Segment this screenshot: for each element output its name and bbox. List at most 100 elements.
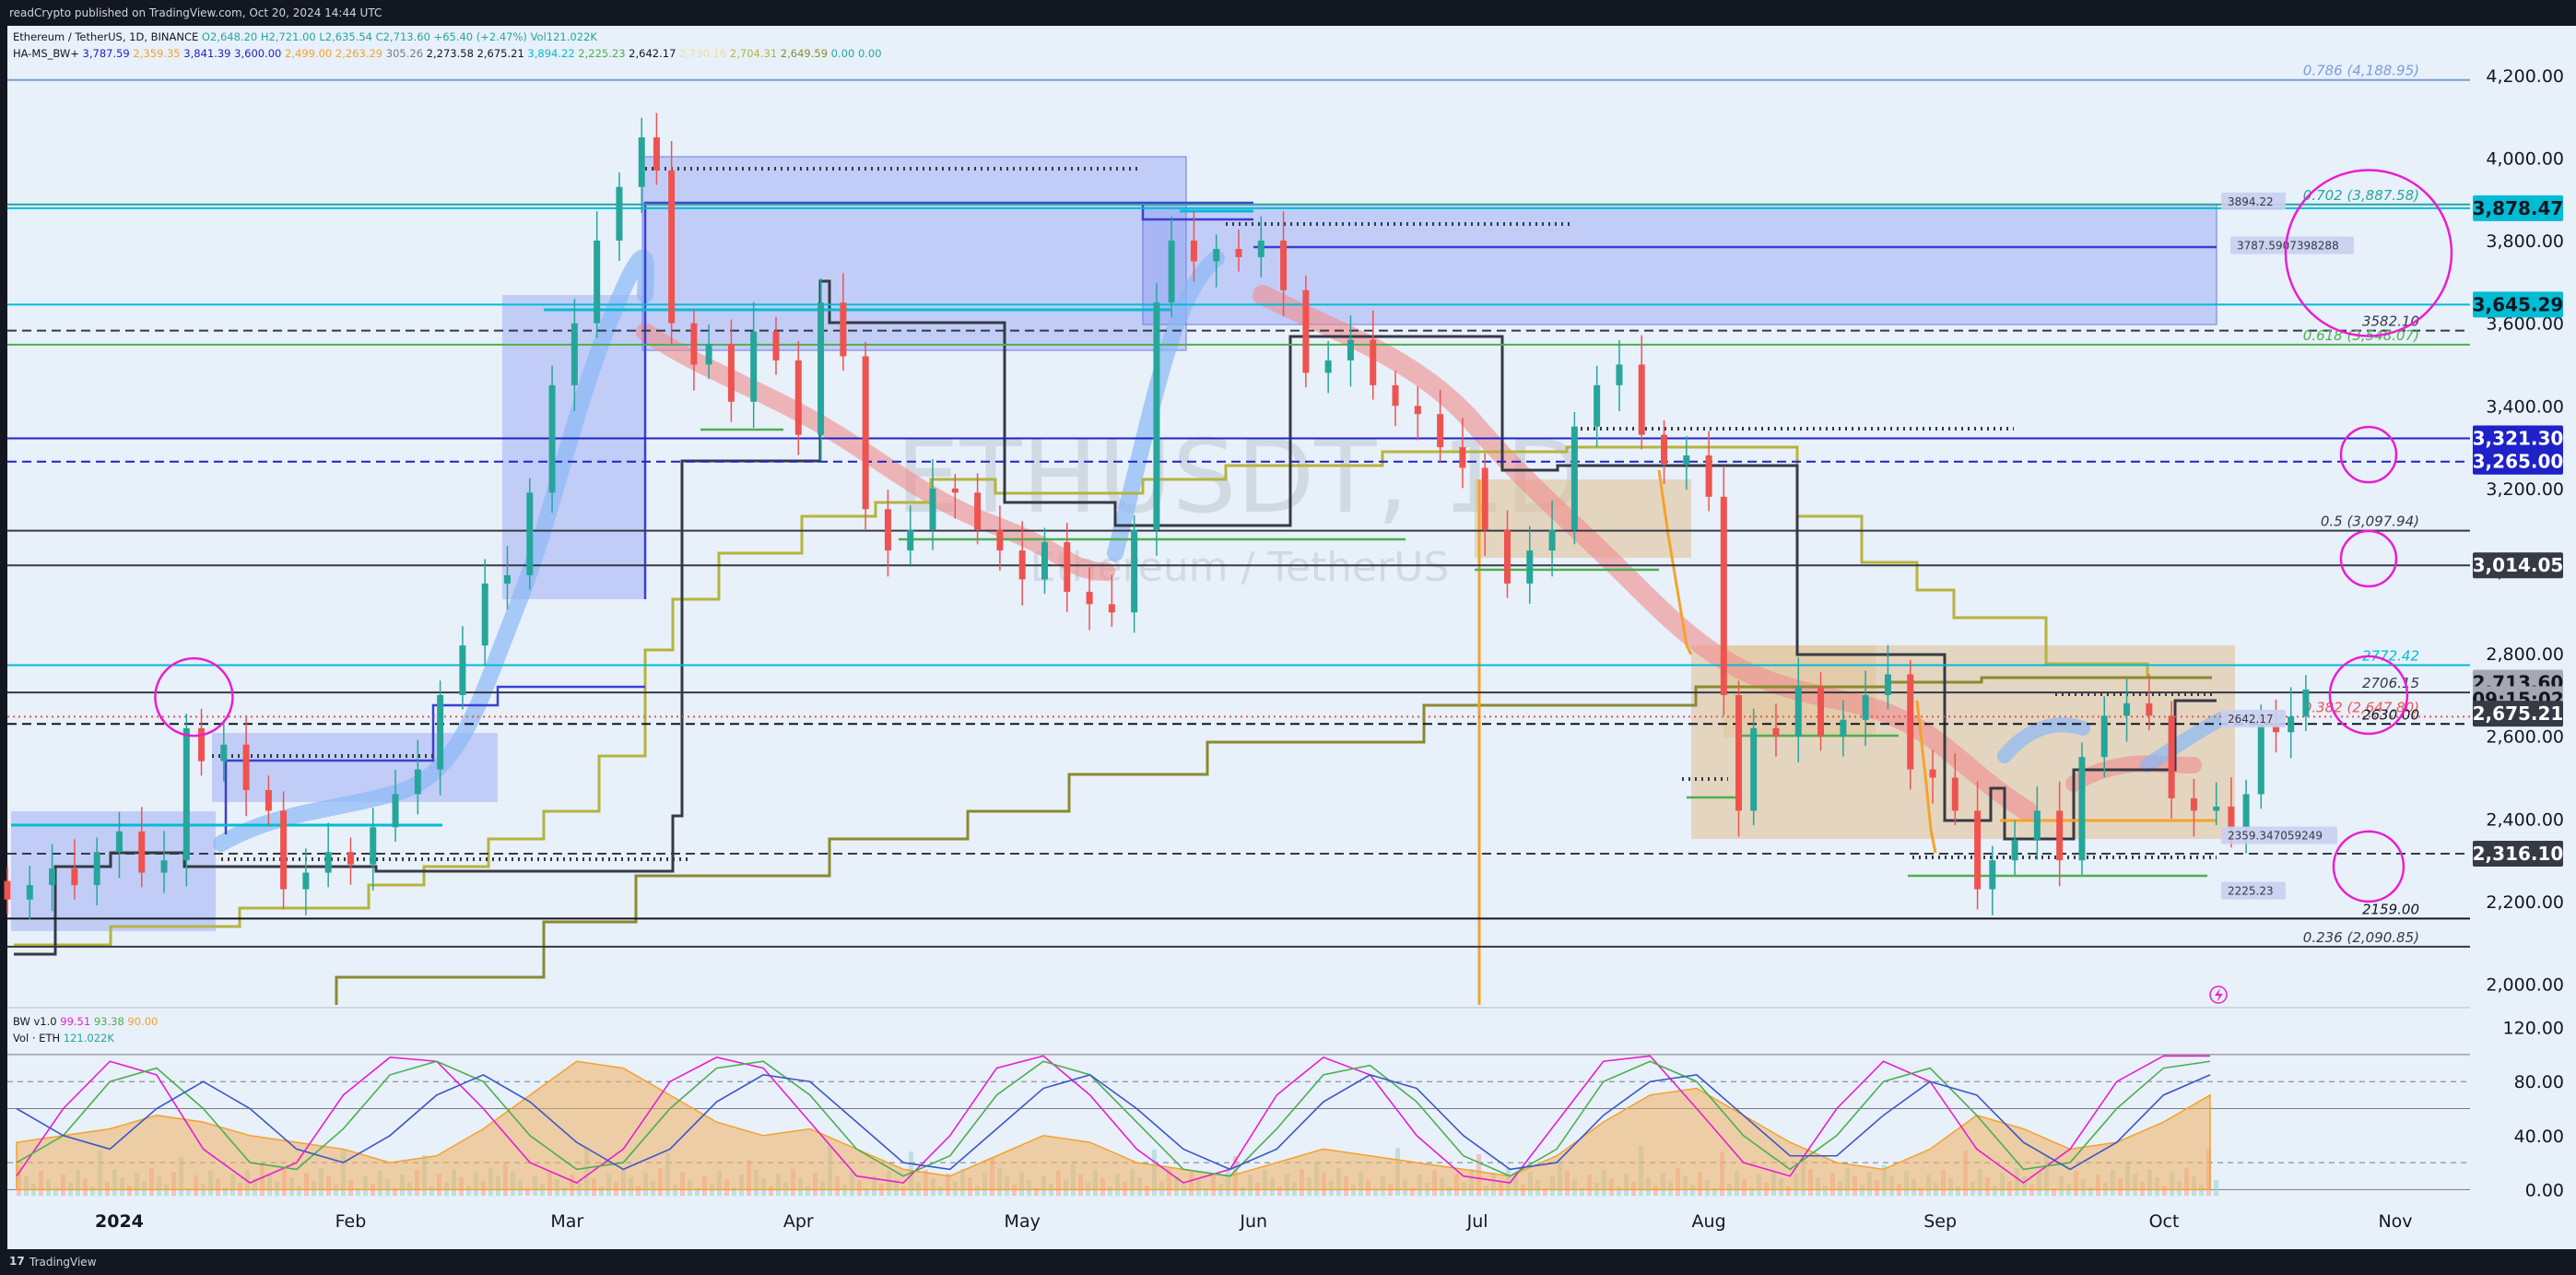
highlight-circle (2339, 529, 2398, 588)
flash-icon[interactable] (2209, 986, 2228, 1004)
candle-body (2288, 716, 2295, 733)
support-zone-dec (11, 811, 216, 931)
level-label: 0.382 (2,647.80) (2303, 699, 2419, 715)
volume-bar (1373, 1188, 1378, 1196)
price-tag-label: 3,321.30 (2473, 428, 2564, 450)
candle-body (1437, 414, 1444, 448)
candle-body (1503, 529, 1511, 584)
candle-body (1720, 496, 1727, 695)
legend-row: BW v1.0 99.51 93.38 90.00 (13, 1015, 158, 1028)
volume-bar (1712, 1188, 1717, 1196)
candle-body (840, 302, 847, 357)
level-label: 2772.42 (2362, 647, 2419, 664)
volume-bar (1993, 1186, 1997, 1196)
legend-value: 99.51 (57, 1015, 91, 1028)
level-label: 0.786 (4,188.95) (2303, 63, 2419, 79)
price-tag (2473, 840, 2563, 867)
time-tick-label: Jun (1239, 1211, 1267, 1232)
candle-body (727, 344, 735, 402)
price-tick-label: 2,400.00 (2486, 809, 2564, 830)
candle-body (2213, 806, 2220, 811)
candle-body (884, 509, 891, 551)
oscillator-line (16, 1055, 2210, 1185)
candle-body (1974, 810, 1982, 890)
black-structure-step (14, 279, 2217, 956)
time-tick-label: Apr (783, 1211, 814, 1232)
highlight-circle (2332, 830, 2405, 903)
legend-value: H2,721.00 (257, 30, 316, 43)
volume-bar (53, 1187, 58, 1196)
price-tick-label: 2,600.00 (2486, 727, 2564, 748)
price-axis[interactable]: 4,200.00 4,000.00 3,800.00 3,600.00 3,400.00… (2486, 66, 2564, 996)
candle-body (198, 727, 206, 761)
chart-canvas[interactable]: ETHUSDT, 1D Ethereum / TetherUS (0, 26, 2576, 1249)
oscillator-tick-label: 40.00 (2514, 1127, 2564, 1147)
volume-bar (1241, 1187, 1245, 1196)
legend-value: Ethereum / TetherUS, 1D, BINANCE (13, 30, 198, 43)
legend-value: 3,600.00 (231, 47, 282, 60)
oscillator-line (16, 1073, 2211, 1171)
volume-bar (865, 1188, 869, 1196)
legend-value: BW v1.0 (13, 1015, 57, 1028)
red-ma-ribbon-sep (2065, 755, 2202, 792)
price-tick-label: 3,800.00 (2486, 231, 2564, 252)
legend-value: 2,263.29 (332, 47, 382, 60)
candle-body (570, 323, 578, 385)
candle-body (93, 852, 100, 886)
candle-body (1392, 384, 1399, 407)
candle-body (347, 852, 354, 865)
footer-brand: TradingView (29, 1256, 97, 1269)
price-tag-label: 3,265.00 (2473, 451, 2564, 473)
volume-bar (1277, 1186, 1282, 1196)
tradingview-logo-icon[interactable]: 17 (9, 1255, 25, 1268)
candle-body (280, 810, 288, 890)
candle-body (1257, 241, 1264, 257)
candle-body (2056, 810, 2064, 861)
candle-body (668, 170, 676, 324)
candle-body (1907, 674, 1914, 770)
price-tick-label: 3,400.00 (2486, 396, 2564, 417)
candle-body (220, 744, 228, 761)
volume-bar (1749, 1187, 1754, 1196)
price-tags: 3,878.47 3,645.29 3,321.303,265.00 3,014.05… (2472, 195, 2564, 867)
annotation-box (2221, 881, 2286, 900)
volume-bar (2052, 1188, 2056, 1196)
volume-bar (1653, 1186, 1658, 1196)
volume-bar (599, 1186, 604, 1196)
olive-trailing-step (14, 445, 2212, 947)
legend-value: L2,635.54 (316, 30, 372, 43)
volume-bar (1145, 1186, 1149, 1196)
candle-body (1041, 542, 1048, 580)
candle-body (1018, 550, 1026, 580)
level-label: 0.5 (3,097.94) (2321, 514, 2419, 530)
volume-bar (2214, 1180, 2218, 1196)
highlight-circle (2328, 655, 2409, 736)
legend-value: 2,642.17 (626, 47, 676, 60)
volume-bar (223, 1187, 228, 1196)
volume-bar (356, 1188, 360, 1196)
candle-body (265, 789, 272, 811)
tradingview-footer: 17 TradingView (0, 1249, 2576, 1275)
price-tag (2473, 552, 2563, 579)
cyan-level-segments (11, 209, 1253, 827)
price-candles (4, 112, 2310, 920)
candle-body (115, 831, 123, 853)
candle-body (638, 136, 645, 187)
candle-body (1190, 241, 1197, 262)
price-tag-label: 3,014.05 (2473, 554, 2564, 576)
candle-body (302, 872, 310, 890)
price-tick-label: 2,800.00 (2486, 644, 2564, 665)
candle-body (548, 384, 556, 493)
time-axis[interactable]: 2024 Feb Mar Apr May Jun Jul Aug Sep Oct Nov (95, 1211, 2413, 1232)
oscillator-tick-label: 120.00 (2503, 1019, 2564, 1039)
legend-row: HA-MS_BW+ 3,787.59 2,359.35 3,841.39 3,6… (13, 47, 882, 60)
level-label: 3582.10 (2362, 313, 2419, 330)
dotted-resistance-lines (212, 167, 2217, 861)
resistance-zone-march (641, 156, 1187, 351)
annotation-box (2230, 236, 2354, 254)
blue-ma-ribbon-june (1107, 250, 1225, 561)
candle-body (1302, 289, 1310, 373)
legend-value: 2,704.31 (726, 47, 777, 60)
legend-value: 90.00 (124, 1015, 159, 1028)
red-ma-ribbon (636, 323, 1115, 581)
